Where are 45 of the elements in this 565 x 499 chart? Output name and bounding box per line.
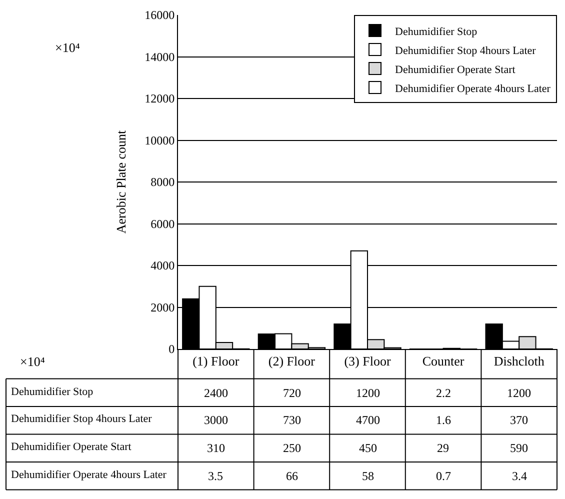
- y-tick-label: 6000: [150, 216, 175, 231]
- data-label: 66: [286, 469, 298, 483]
- data-label: 4700: [356, 413, 380, 427]
- data-label: 3.4: [512, 469, 527, 483]
- data-label: 730: [283, 413, 301, 427]
- data-label: 2.2: [436, 386, 451, 400]
- y-axis-title: Aerobic Plate count: [114, 130, 129, 234]
- legend-label: Dehumidifier Stop: [395, 26, 478, 38]
- text: Dehumidifier Operate Start: [11, 441, 132, 453]
- data-label: 720: [283, 386, 301, 400]
- text: Dehumidifier Stop 4hours Later: [11, 413, 152, 425]
- legend-label: Dehumidifier Operate Start: [395, 64, 516, 76]
- text: ×10⁴: [20, 354, 46, 369]
- text: Dehumidifier Operate 4hours Later: [11, 469, 166, 481]
- x-tick-label: (2) Floor: [268, 354, 316, 369]
- text: ×10⁴: [55, 40, 80, 55]
- data-label: 310: [207, 441, 225, 455]
- y-tick-label: 10000: [144, 133, 175, 148]
- x-tick-label: Counter: [422, 354, 465, 369]
- data-label: 1200: [356, 386, 380, 400]
- data-label: 1200: [507, 386, 531, 400]
- y-tick-label: 16000: [144, 8, 175, 22]
- y-tick-label: 4000: [150, 258, 175, 273]
- y-tick-label: 12000: [144, 92, 175, 106]
- data-label: 370: [510, 413, 528, 427]
- y-tick-label: 14000: [144, 50, 175, 64]
- y-tick-label: 0: [168, 342, 175, 356]
- data-label: 1.6: [436, 413, 451, 427]
- data-label: 590: [510, 441, 528, 455]
- data-label: 3000: [204, 413, 228, 427]
- data-label: 250: [283, 441, 301, 455]
- x-tick-label: (3) Floor: [344, 354, 392, 369]
- x-tick-label: Dishcloth: [494, 354, 545, 369]
- legend-label: Dehumidifier Operate 4hours Later: [395, 82, 551, 95]
- data-label: 58: [362, 469, 374, 483]
- y-tick-label: 8000: [150, 175, 175, 190]
- data-label: 3.5: [208, 469, 223, 483]
- text: Dehumidifier Stop: [11, 386, 94, 398]
- data-label: 2400: [204, 386, 228, 400]
- legend-label: Dehumidifier Stop 4hours Later: [395, 44, 536, 57]
- data-label: 29: [437, 441, 449, 455]
- y-tick-label: 2000: [150, 300, 175, 314]
- x-tick-label: (1) Floor: [192, 354, 240, 369]
- data-label: 0.7: [436, 469, 451, 483]
- data-label: 450: [359, 441, 377, 455]
